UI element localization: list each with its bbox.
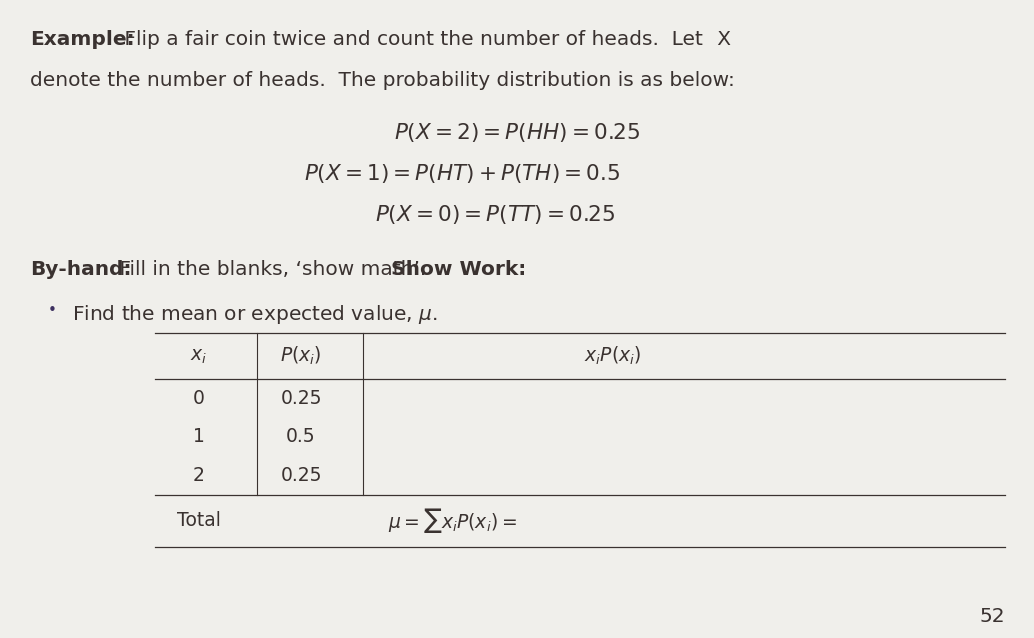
Text: $\mathit{P}(\mathit{X} = 1) = \mathit{P}(\mathit{HT}) + \mathit{P}(\mathit{TH}) : $\mathit{P}(\mathit{X} = 1) = \mathit{P}… xyxy=(304,162,620,185)
Text: 0.25: 0.25 xyxy=(280,466,322,485)
Text: $x_i P(x_i)$: $x_i P(x_i)$ xyxy=(584,345,642,367)
Text: $\mathit{P}(\mathit{X} = 2) = \mathit{P}(\mathit{HH}) = 0.25$: $\mathit{P}(\mathit{X} = 2) = \mathit{P}… xyxy=(394,121,640,144)
Text: $P(x_i)$: $P(x_i)$ xyxy=(280,345,322,367)
Text: 2: 2 xyxy=(193,466,205,485)
Text: Example:: Example: xyxy=(30,30,134,49)
Text: $\mu = \sum x_i P(x_i) =$: $\mu = \sum x_i P(x_i) =$ xyxy=(388,506,517,535)
Text: $x_i$: $x_i$ xyxy=(190,346,208,366)
Text: 1: 1 xyxy=(193,427,205,446)
Text: 0.25: 0.25 xyxy=(280,389,322,408)
Text: denote the number of heads.  The probability distribution is as below:: denote the number of heads. The probabil… xyxy=(30,71,735,90)
Text: Find the mean or expected value, $\mu$.: Find the mean or expected value, $\mu$. xyxy=(72,303,437,326)
Text: 0: 0 xyxy=(193,389,205,408)
Text: Total: Total xyxy=(177,511,221,530)
Text: Flip a fair coin twice and count the number of heads.  Let   X: Flip a fair coin twice and count the num… xyxy=(118,30,731,49)
Text: 52: 52 xyxy=(979,607,1005,626)
Text: 0.5: 0.5 xyxy=(286,427,315,446)
Text: By-hand:: By-hand: xyxy=(30,260,131,279)
Text: Fill in the blanks, ‘show math’.: Fill in the blanks, ‘show math’. xyxy=(113,260,432,279)
Text: •: • xyxy=(48,303,57,318)
Text: Show Work:: Show Work: xyxy=(391,260,526,279)
Text: $\mathit{P}(\mathit{X} = 0) = \mathit{P}(\mathit{TT}) = 0.25$: $\mathit{P}(\mathit{X} = 0) = \mathit{P}… xyxy=(375,203,615,226)
